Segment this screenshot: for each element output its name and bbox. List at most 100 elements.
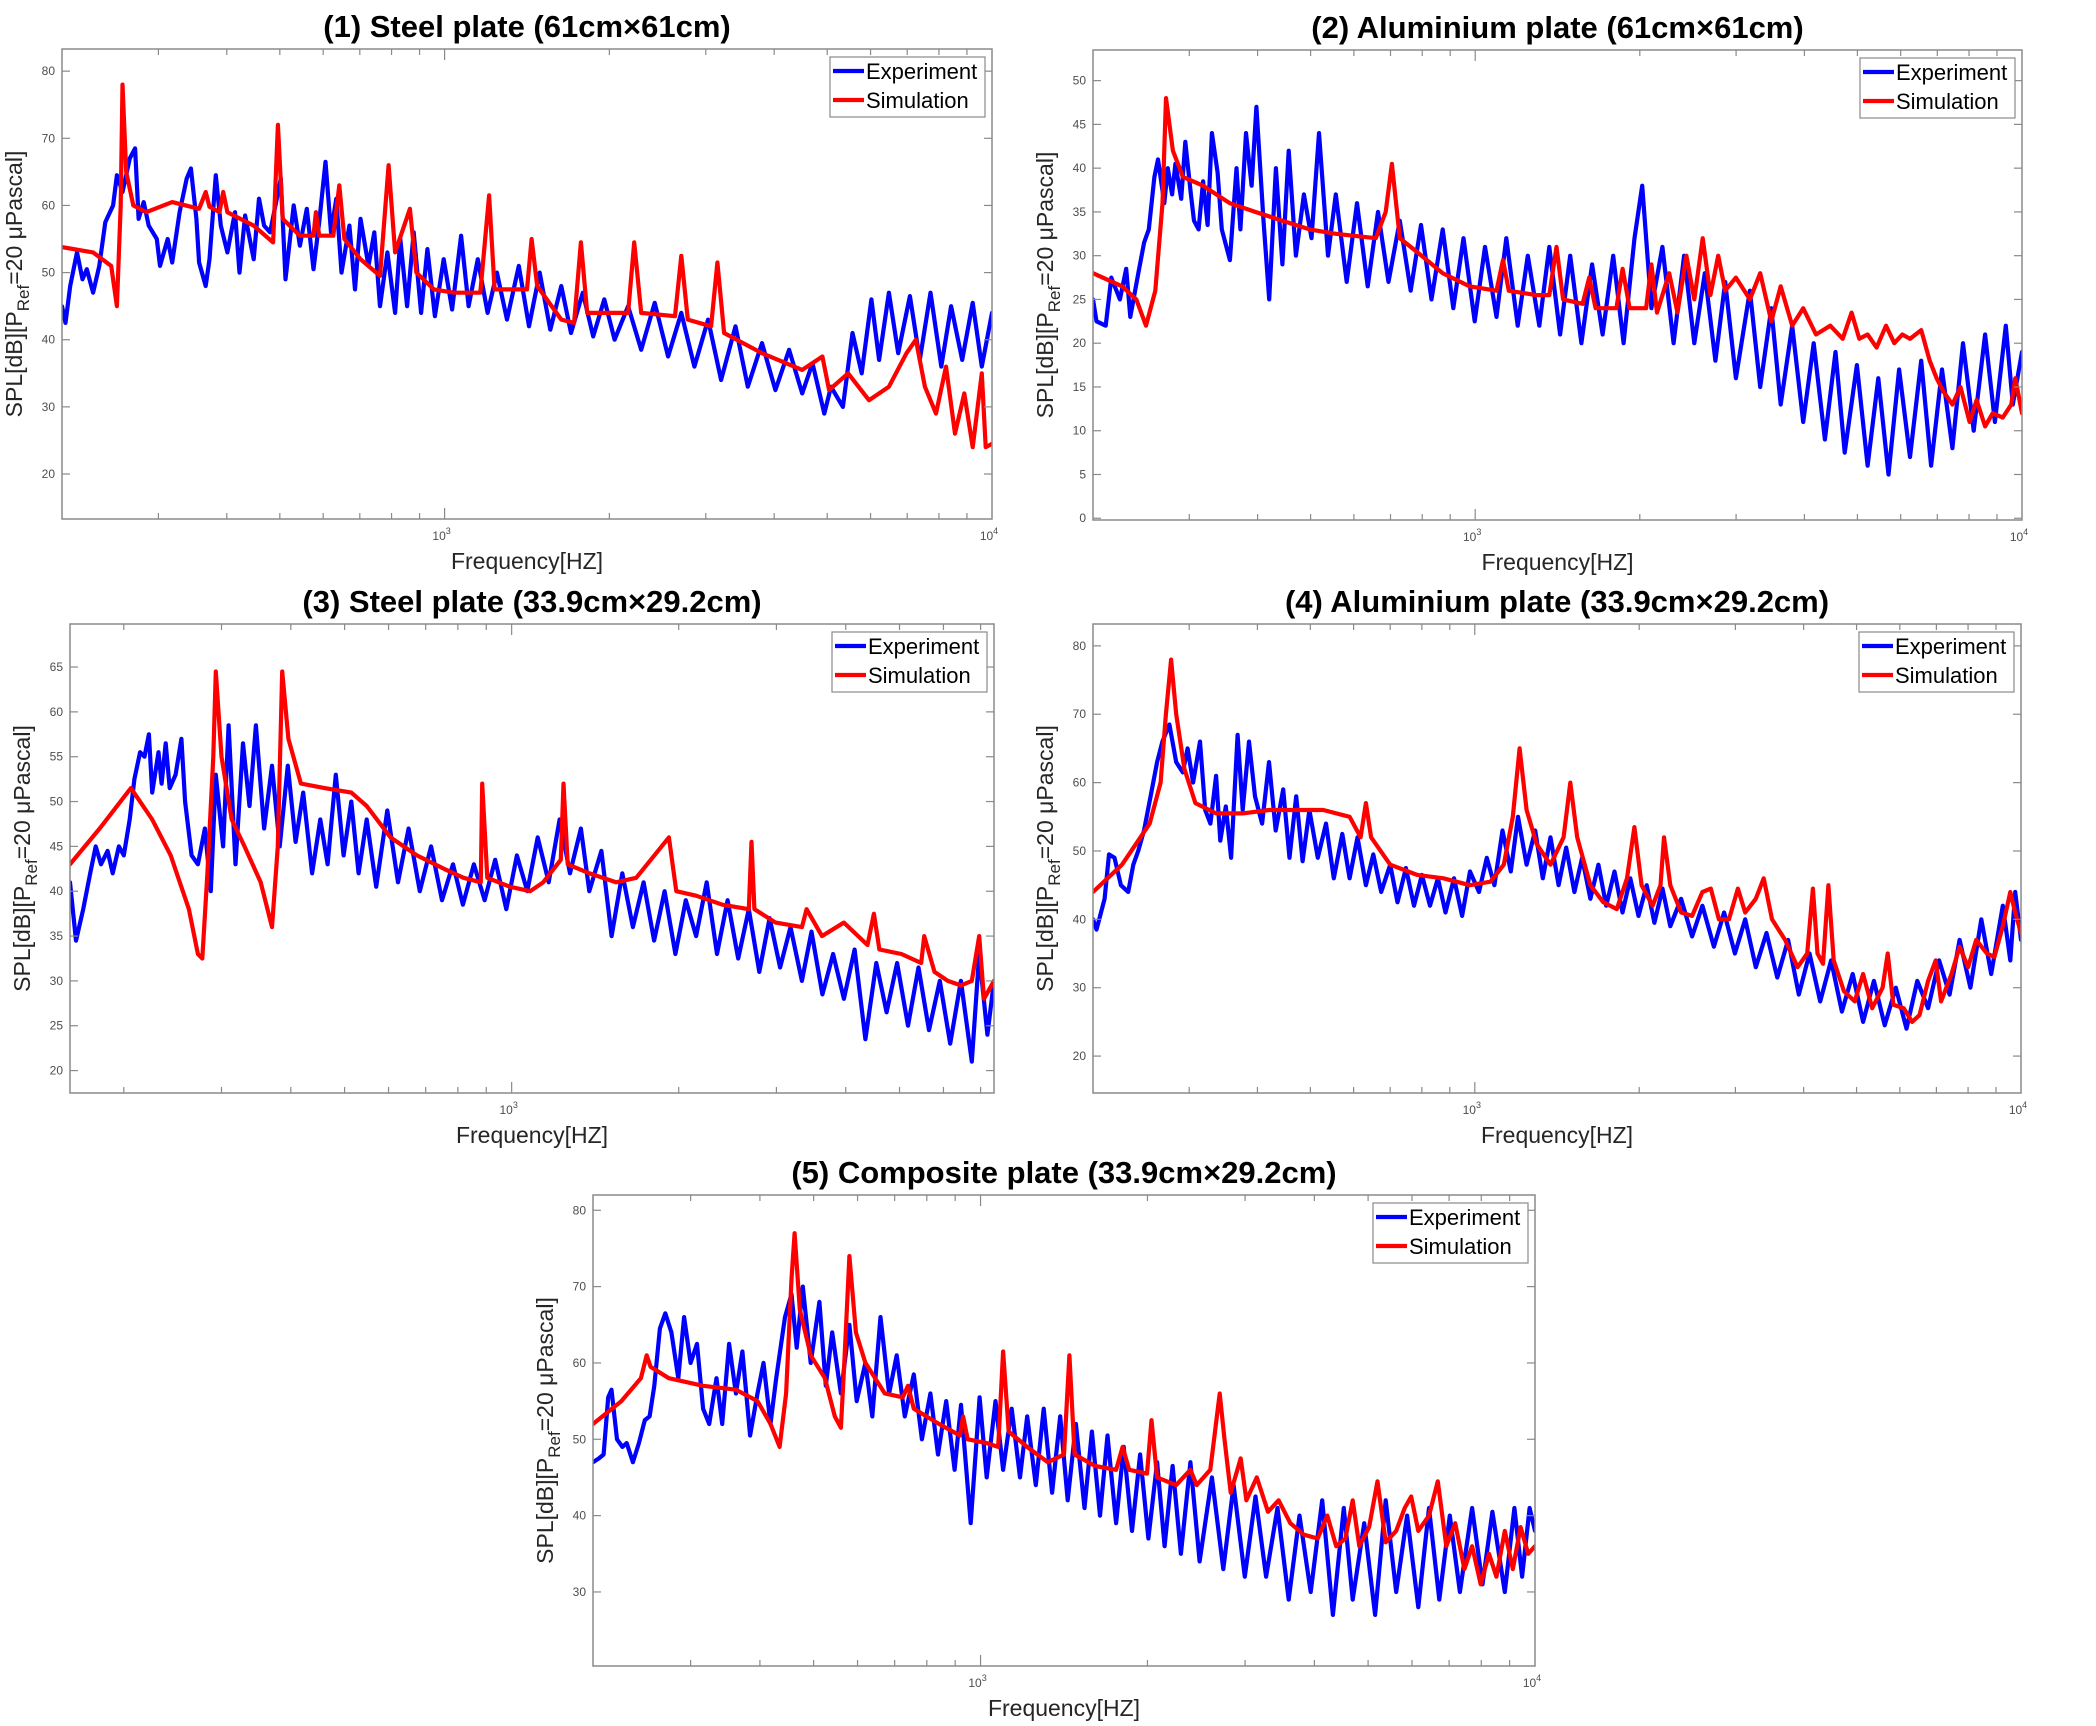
x-tick-label-base: 10 xyxy=(1523,1676,1537,1690)
plot-area xyxy=(70,669,994,1064)
y-tick-label: 40 xyxy=(573,1509,587,1523)
legend: Experiment Simulation xyxy=(829,56,986,118)
x-tick-label-exponent: 3 xyxy=(446,526,451,536)
x-tick-label-base: 10 xyxy=(2010,530,2024,544)
y-axis-label-tail: =20 μPascal] xyxy=(1032,152,1058,286)
y-tick-label: 80 xyxy=(42,64,56,78)
y-axis-label: SPL[dB][PRef=20 μPascal] xyxy=(532,1297,564,1564)
chart-title: (5) Composite plate (33.9cm×29.2cm) xyxy=(791,1155,1336,1190)
y-tick-label: 70 xyxy=(573,1280,587,1294)
y-tick-label: 70 xyxy=(1073,707,1087,721)
plot-area xyxy=(62,82,992,450)
y-tick-label: 50 xyxy=(1073,74,1087,88)
plot-frame xyxy=(1092,49,2023,521)
legend-label-experiment: Experiment xyxy=(1895,634,2006,659)
y-tick-label: 35 xyxy=(50,929,64,943)
y-tick-label: 65 xyxy=(50,660,64,674)
legend: Experiment Simulation xyxy=(1858,631,2015,693)
y-tick-label: 80 xyxy=(1073,639,1087,653)
y-tick-label: 45 xyxy=(50,839,64,853)
y-tick-label: 50 xyxy=(42,266,56,280)
legend: Experiment Simulation xyxy=(831,631,988,693)
plot-area xyxy=(593,1231,1535,1618)
x-tick-label-exponent: 3 xyxy=(513,1100,518,1110)
x-tick-label-base: 10 xyxy=(968,1676,982,1690)
y-axis-label-subscript: Ref xyxy=(1045,859,1064,886)
y-tick-label: 15 xyxy=(1073,380,1087,394)
y-tick-label: 20 xyxy=(42,467,56,481)
x-axis-label: Frequency[HZ] xyxy=(1481,549,1633,575)
legend-label-experiment: Experiment xyxy=(866,59,977,84)
plot-frame xyxy=(69,623,995,1094)
plot-frame xyxy=(1092,623,2022,1094)
legend-box xyxy=(829,56,986,118)
y-tick-label: 25 xyxy=(50,1019,64,1033)
x-tick-label-base: 10 xyxy=(499,1103,513,1117)
x-tick-label: 103 xyxy=(1463,1100,1481,1117)
legend-box xyxy=(1858,631,2015,693)
x-tick-label: 103 xyxy=(968,1673,986,1690)
y-tick-label: 40 xyxy=(50,884,64,898)
x-tick-label: 104 xyxy=(2010,527,2028,544)
x-tick-label-base: 10 xyxy=(432,529,446,543)
legend: Experiment Simulation xyxy=(1372,1202,1529,1264)
chart-title: (2) Aluminium plate (61cm×61cm) xyxy=(1311,10,1803,45)
series-line-experiment xyxy=(62,146,992,416)
y-axis-label-main: SPL[dB][P xyxy=(1,311,27,417)
x-tick-label-exponent: 4 xyxy=(1536,1673,1541,1683)
y-tick-label: 50 xyxy=(1073,844,1087,858)
y-tick-label: 40 xyxy=(1073,912,1087,926)
x-tick-label: 103 xyxy=(1463,527,1481,544)
y-tick-label: 60 xyxy=(1073,776,1087,790)
y-tick-label: 80 xyxy=(573,1203,587,1217)
y-axis-label: SPL[dB][PRef=20 μPascal] xyxy=(1,151,33,418)
series-line-simulation xyxy=(1093,95,2022,429)
series-line-simulation xyxy=(593,1231,1535,1587)
y-axis-label-subscript: Ref xyxy=(22,859,41,886)
y-tick-label: 20 xyxy=(50,1064,64,1078)
y-tick-label: 30 xyxy=(1073,249,1087,263)
y-tick-label: 55 xyxy=(50,750,64,764)
y-axis-label-tail: =20 μPascal] xyxy=(532,1297,558,1431)
plot-frame xyxy=(61,48,993,520)
series-line-simulation xyxy=(70,669,994,1001)
y-axis-label-tail: =20 μPascal] xyxy=(1032,725,1058,859)
y-tick-label: 10 xyxy=(1073,424,1087,438)
legend-label-experiment: Experiment xyxy=(868,634,979,659)
plot-area xyxy=(1093,657,2021,1031)
chart-title: (3) Steel plate (33.9cm×29.2cm) xyxy=(302,584,761,619)
y-axis-label-main: SPL[dB][P xyxy=(532,1458,558,1564)
x-tick-label-base: 10 xyxy=(2009,1103,2023,1117)
legend-box xyxy=(1859,57,2016,119)
legend-label-simulation: Simulation xyxy=(1895,663,1998,688)
x-tick-label-exponent: 4 xyxy=(2023,527,2028,537)
x-tick-label: 104 xyxy=(2009,1100,2027,1117)
chart-title: (1) Steel plate (61cm×61cm) xyxy=(323,9,731,44)
y-axis-label-tail: =20 μPascal] xyxy=(1,151,27,285)
y-tick-label: 0 xyxy=(1079,511,1086,525)
x-tick-label-exponent: 4 xyxy=(993,526,998,536)
plot-frame xyxy=(592,1194,1536,1667)
y-tick-label: 30 xyxy=(50,974,64,988)
legend-box xyxy=(831,631,988,693)
series-line-experiment xyxy=(1093,104,2022,477)
x-axis-label: Frequency[HZ] xyxy=(456,1122,608,1148)
x-tick-label-exponent: 4 xyxy=(2022,1100,2027,1110)
x-tick-label: 104 xyxy=(1523,1673,1541,1690)
y-tick-label: 45 xyxy=(1073,117,1087,131)
y-tick-label: 25 xyxy=(1073,292,1087,306)
x-tick-label-base: 10 xyxy=(1463,530,1477,544)
y-tick-label: 40 xyxy=(42,333,56,347)
legend-label-experiment: Experiment xyxy=(1409,1205,1520,1230)
y-axis-label-tail: =20 μPascal] xyxy=(9,725,35,859)
y-axis-label-main: SPL[dB][P xyxy=(9,886,35,992)
y-tick-label: 60 xyxy=(573,1356,587,1370)
y-tick-label: 20 xyxy=(1073,1049,1087,1063)
